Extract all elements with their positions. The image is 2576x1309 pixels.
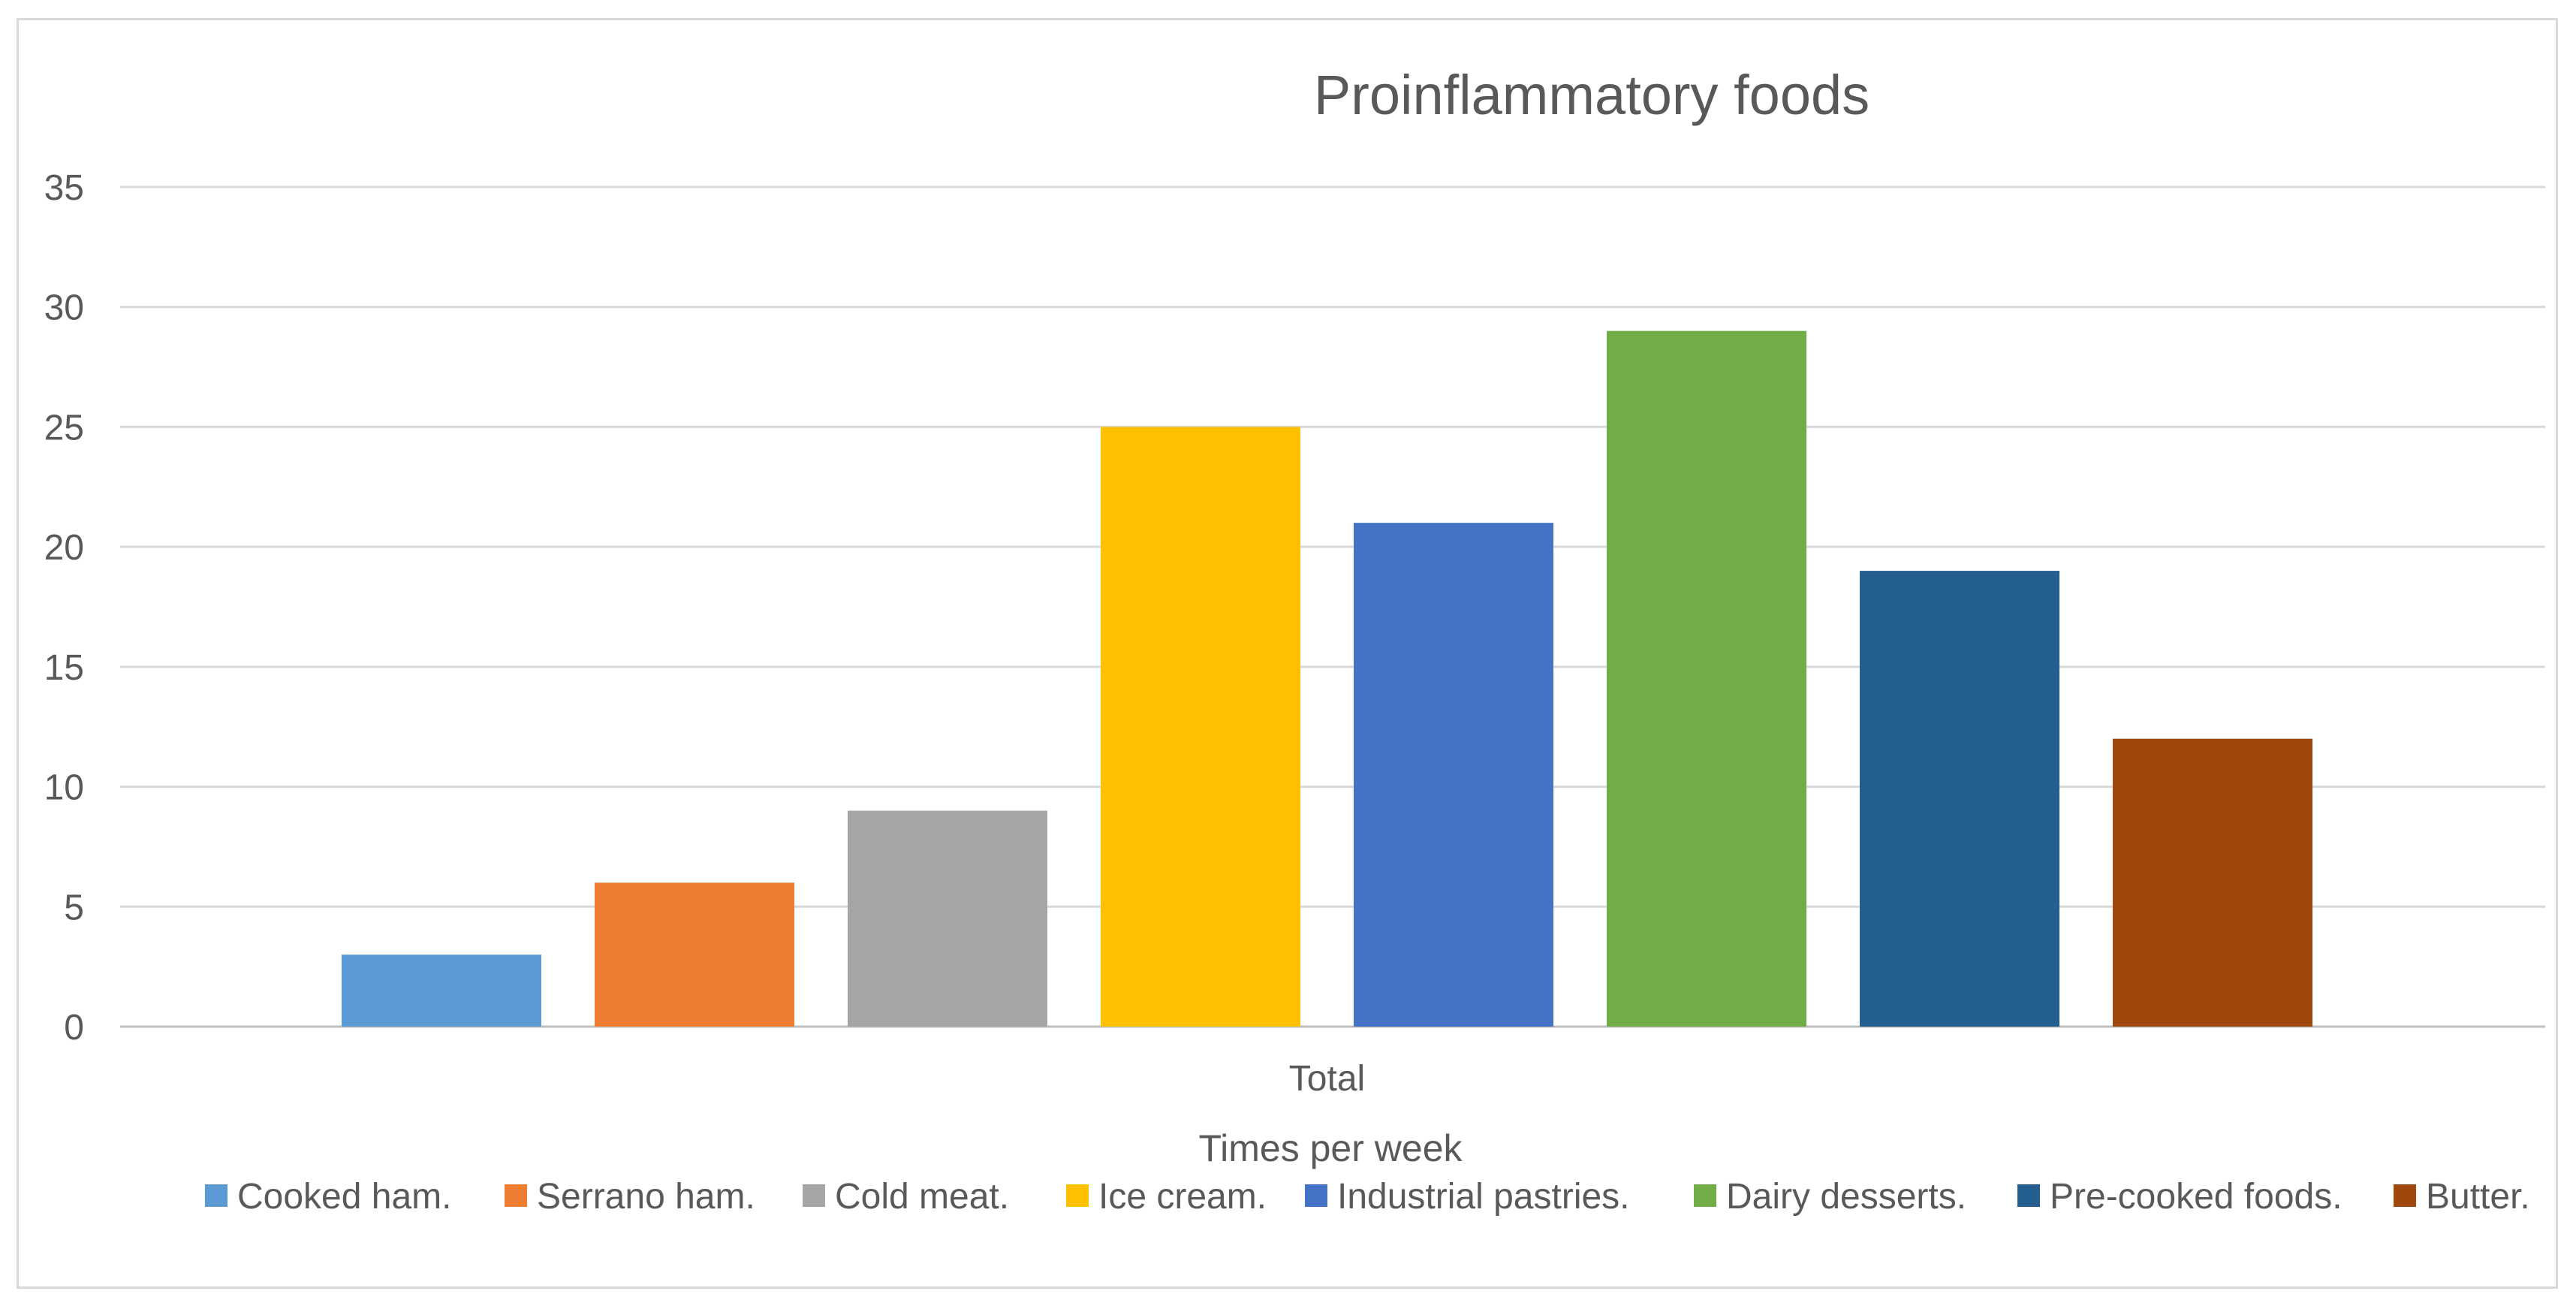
x-category-label: Total xyxy=(1289,1059,1365,1099)
legend-swatch xyxy=(803,1184,825,1207)
legend-swatch xyxy=(1694,1184,1716,1207)
x-axis-category-labels: Total xyxy=(1289,1059,1365,1099)
x-axis-label: Times per week xyxy=(1198,1127,1463,1169)
y-tick-label: 5 xyxy=(64,888,84,927)
legend-label: Cold meat. xyxy=(835,1177,1009,1217)
bar xyxy=(2113,738,2312,1027)
legend-item: Cold meat. xyxy=(803,1177,1009,1217)
legend-item: Dairy desserts. xyxy=(1694,1177,1966,1217)
bar xyxy=(1607,330,1806,1027)
legend-item: Butter. xyxy=(2394,1177,2530,1217)
legend-item: Ice cream. xyxy=(1066,1177,1267,1217)
y-tick-label: 35 xyxy=(44,168,84,208)
y-tick-label: 20 xyxy=(44,528,84,568)
bar xyxy=(595,882,794,1027)
legend-item: Pre-cooked foods. xyxy=(2017,1177,2343,1217)
legend-label: Pre-cooked foods. xyxy=(2050,1177,2343,1217)
bars xyxy=(342,330,2312,1027)
bar xyxy=(1354,523,1553,1027)
legend-item: Industrial pastries. xyxy=(1305,1177,1630,1217)
legend-swatch xyxy=(2017,1184,2040,1207)
legend-swatch xyxy=(1305,1184,1327,1207)
legend-label: Cooked ham. xyxy=(237,1177,452,1217)
legend-swatch xyxy=(505,1184,527,1207)
y-tick-label: 25 xyxy=(44,408,84,448)
y-tick-label: 15 xyxy=(44,648,84,688)
y-tick-label: 0 xyxy=(64,1008,84,1048)
y-tick-label: 30 xyxy=(44,288,84,328)
legend: Cooked ham. Serrano ham. Cold meat. Ice cre… xyxy=(205,1177,2530,1217)
bar xyxy=(1860,571,2059,1027)
legend-item: Cooked ham. xyxy=(205,1177,452,1217)
y-axis-tick-labels: 0 5 10 15 20 25 30 35 xyxy=(44,168,84,1048)
legend-swatch xyxy=(2394,1184,2416,1207)
bar xyxy=(1101,427,1300,1027)
legend-label: Serrano ham. xyxy=(537,1177,755,1217)
y-tick-label: 10 xyxy=(44,768,84,808)
bar xyxy=(848,810,1047,1027)
legend-label: Industrial pastries. xyxy=(1337,1177,1630,1217)
legend-swatch xyxy=(205,1184,227,1207)
bar xyxy=(342,955,541,1027)
legend-item: Serrano ham. xyxy=(505,1177,755,1217)
legend-label: Ice cream. xyxy=(1098,1177,1267,1217)
legend-swatch xyxy=(1066,1184,1089,1207)
chart-title: Proinflammatory foods xyxy=(1314,64,1869,126)
legend-label: Butter. xyxy=(2426,1177,2530,1217)
legend-label: Dairy desserts. xyxy=(1726,1177,1966,1217)
